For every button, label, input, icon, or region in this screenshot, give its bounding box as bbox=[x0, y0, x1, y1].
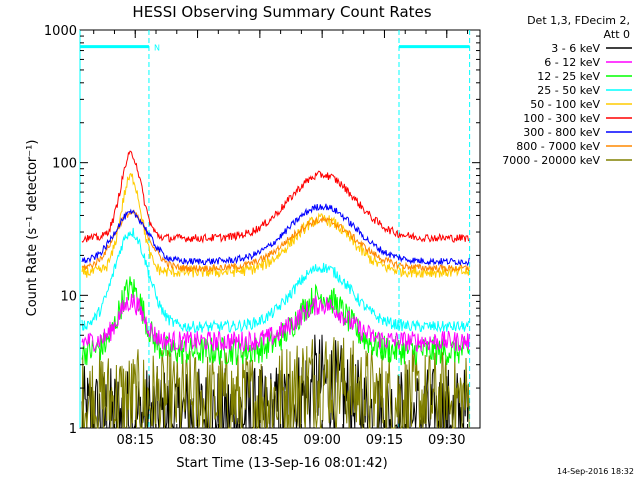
legend-label: 50 - 100 keV bbox=[530, 98, 600, 111]
x-tick-label: 08:30 bbox=[179, 433, 216, 448]
x-tick-label: 09:00 bbox=[303, 433, 340, 448]
series-line bbox=[81, 203, 470, 267]
axes: 08:15 08:30 08:45 09:00 09:15 09:30 1 10 100 1000 bbox=[44, 24, 480, 448]
legend-label: 12 - 25 keV bbox=[537, 70, 600, 83]
x-tick-label: 09:30 bbox=[428, 433, 465, 448]
night-label: N bbox=[154, 44, 160, 53]
night-markers: N bbox=[79, 30, 471, 428]
legend-header-line-1: Det 1,3, FDecim 2, bbox=[527, 14, 630, 27]
x-axis-label: Start Time (13-Sep-16 08:01:42) bbox=[176, 456, 387, 471]
y-axis-label: Count Rate (s⁻¹ detector⁻¹) bbox=[25, 140, 40, 317]
x-tick-label: 08:15 bbox=[117, 433, 154, 448]
legend-label: 7000 - 20000 keV bbox=[502, 154, 600, 167]
series-line bbox=[81, 172, 470, 278]
legend-header-line-2: Att 0 bbox=[604, 28, 630, 41]
legend-label: 25 - 50 keV bbox=[537, 84, 600, 97]
legend-label: 300 - 800 keV bbox=[523, 126, 600, 139]
legend-label: 800 - 7000 keV bbox=[516, 140, 600, 153]
legend-label: 6 - 12 keV bbox=[544, 56, 600, 69]
x-tick-label: 09:15 bbox=[366, 433, 403, 448]
series-lines bbox=[81, 150, 470, 429]
y-tick-label: 1000 bbox=[44, 24, 77, 39]
x-tick-label: 08:45 bbox=[241, 433, 278, 448]
series-line bbox=[81, 227, 470, 334]
y-tick-label: 100 bbox=[52, 157, 77, 172]
legend-label: 100 - 300 keV bbox=[523, 112, 600, 125]
timestamp: 14-Sep-2016 18:32 bbox=[557, 467, 634, 476]
y-tick-label: 10 bbox=[60, 289, 77, 304]
y-tick-label: 1 bbox=[69, 422, 77, 437]
series-line bbox=[81, 276, 470, 366]
legend-label: 3 - 6 keV bbox=[551, 42, 600, 55]
plot-area: N 08:15 08:30 08:45 09:00 09:15 09:30 1 10 100 10… bbox=[44, 24, 481, 448]
series-line bbox=[81, 293, 470, 352]
series-line bbox=[81, 150, 470, 244]
series-line bbox=[81, 337, 470, 429]
chart-title: HESSI Observing Summary Count Rates bbox=[132, 3, 431, 21]
